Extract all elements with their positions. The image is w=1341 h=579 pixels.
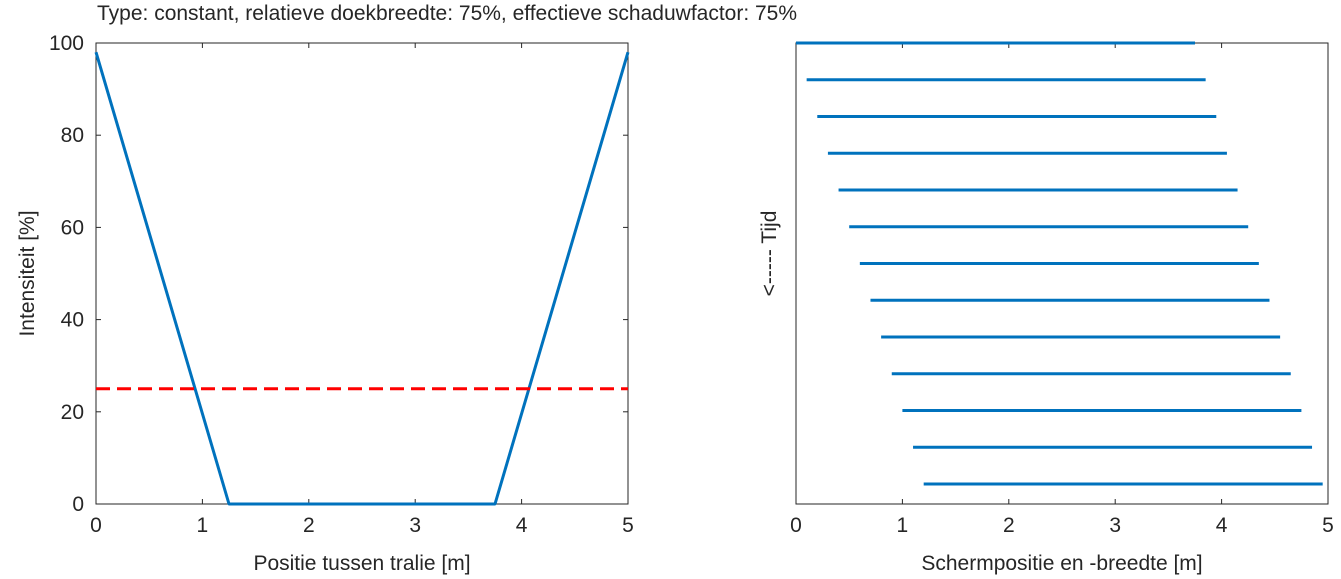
chart2-x-tick-label: 1 xyxy=(897,514,909,537)
chart2-x-tick-label: 0 xyxy=(790,514,802,537)
chart2-x-tick-label: 3 xyxy=(1109,514,1121,537)
chart1-x-tick-label: 0 xyxy=(90,514,102,537)
chart1-intensity-line xyxy=(94,51,630,506)
chart2-x-tick-label: 2 xyxy=(1003,514,1015,537)
chart1-x-tick-label: 3 xyxy=(409,514,421,537)
chart1-y-tick-label: 80 xyxy=(61,124,84,147)
chart1-y-tick-label: 40 xyxy=(61,309,84,332)
chart1-y-tick-label: 100 xyxy=(49,32,84,55)
chart2-y-axis-label: <----- Tijd xyxy=(758,211,781,297)
chart1-y-axis-label: Intensiteit [%] xyxy=(16,210,39,336)
chart2-x-tick-label: 5 xyxy=(1322,514,1334,537)
chart1-x-axis-label: Positie tussen tralie [m] xyxy=(253,552,470,575)
chart1-x-tick-label: 4 xyxy=(516,514,528,537)
chart1-x-tick-label: 1 xyxy=(197,514,209,537)
chart2-x-axis-label: Schermpositie en -breedte [m] xyxy=(921,552,1202,575)
chart1-axes-box xyxy=(95,42,629,505)
chart-title: Type: constant, relatieve doekbreedte: 7… xyxy=(97,2,798,25)
chart2-axes-box xyxy=(795,42,1329,505)
chart1-x-tick-label: 2 xyxy=(303,514,315,537)
chart1-y-tick-label: 20 xyxy=(61,401,84,424)
chart1-y-tick-label: 0 xyxy=(72,493,84,516)
chart2-x-tick-label: 4 xyxy=(1216,514,1228,537)
chart1-y-tick-label: 60 xyxy=(61,216,84,239)
chart1-x-tick-label: 5 xyxy=(622,514,634,537)
